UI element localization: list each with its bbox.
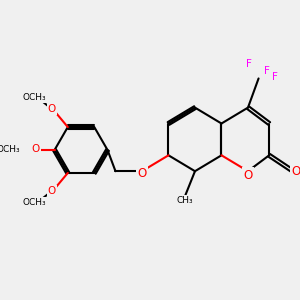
Text: O: O [48, 103, 56, 113]
Text: F: F [246, 59, 252, 69]
Text: O: O [48, 187, 56, 196]
Text: OCH₃: OCH₃ [0, 146, 20, 154]
Text: OCH₃: OCH₃ [23, 198, 46, 207]
Text: O: O [32, 145, 40, 154]
Text: O: O [137, 167, 147, 180]
Text: F: F [264, 65, 269, 76]
Text: OCH₃: OCH₃ [23, 93, 46, 102]
Text: O: O [243, 169, 253, 182]
Text: CH₃: CH₃ [176, 196, 193, 205]
Text: O: O [292, 165, 300, 178]
Text: F: F [272, 72, 278, 82]
